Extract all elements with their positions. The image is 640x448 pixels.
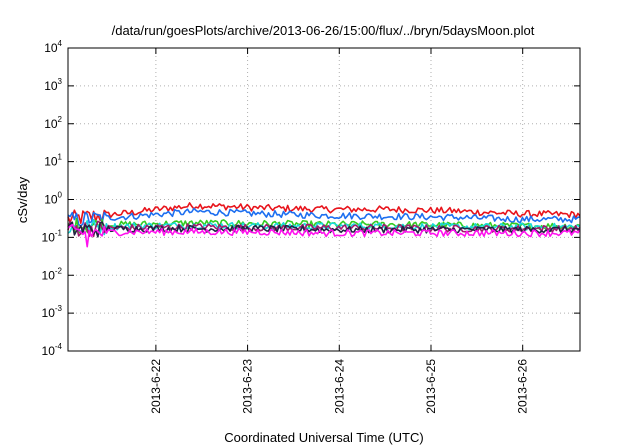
x-tick-label: 2013-6-26 <box>516 359 530 414</box>
grid <box>68 48 580 351</box>
y-tick-label: 10-4 <box>42 342 63 358</box>
x-axis: 2013-6-22 2013-6-23 2013-6-24 2013-6-25 2013… <box>149 48 530 414</box>
y-tick-label: 102 <box>44 115 62 131</box>
y-axis-label: cSv/day <box>15 176 30 223</box>
y-axis: 10-4 10-3 10-2 10-1 100 101 102 103 104 <box>42 39 580 358</box>
y-tick-label: 101 <box>44 153 62 169</box>
y-tick-label: 10-1 <box>42 228 63 244</box>
series-line <box>67 223 581 248</box>
y-tick-label: 103 <box>44 77 62 93</box>
y-tick-label: 10-3 <box>42 304 63 320</box>
y-tick-label: 104 <box>44 39 62 55</box>
y-tick-label: 100 <box>44 191 62 207</box>
chart-title: /data/run/goesPlots/archive/2013-06-26/1… <box>112 23 535 38</box>
series-line <box>67 202 581 224</box>
y-tick-label: 10-2 <box>42 266 63 282</box>
x-tick-label: 2013-6-25 <box>424 359 438 414</box>
series-line <box>67 207 581 227</box>
x-axis-label: Coordinated Universal Time (UTC) <box>224 430 423 445</box>
x-tick-label: 2013-6-22 <box>149 359 163 414</box>
x-tick-label: 2013-6-23 <box>241 359 255 414</box>
x-tick-label: 2013-6-24 <box>332 359 346 414</box>
plot-lines <box>67 202 581 248</box>
series-line <box>67 221 581 238</box>
